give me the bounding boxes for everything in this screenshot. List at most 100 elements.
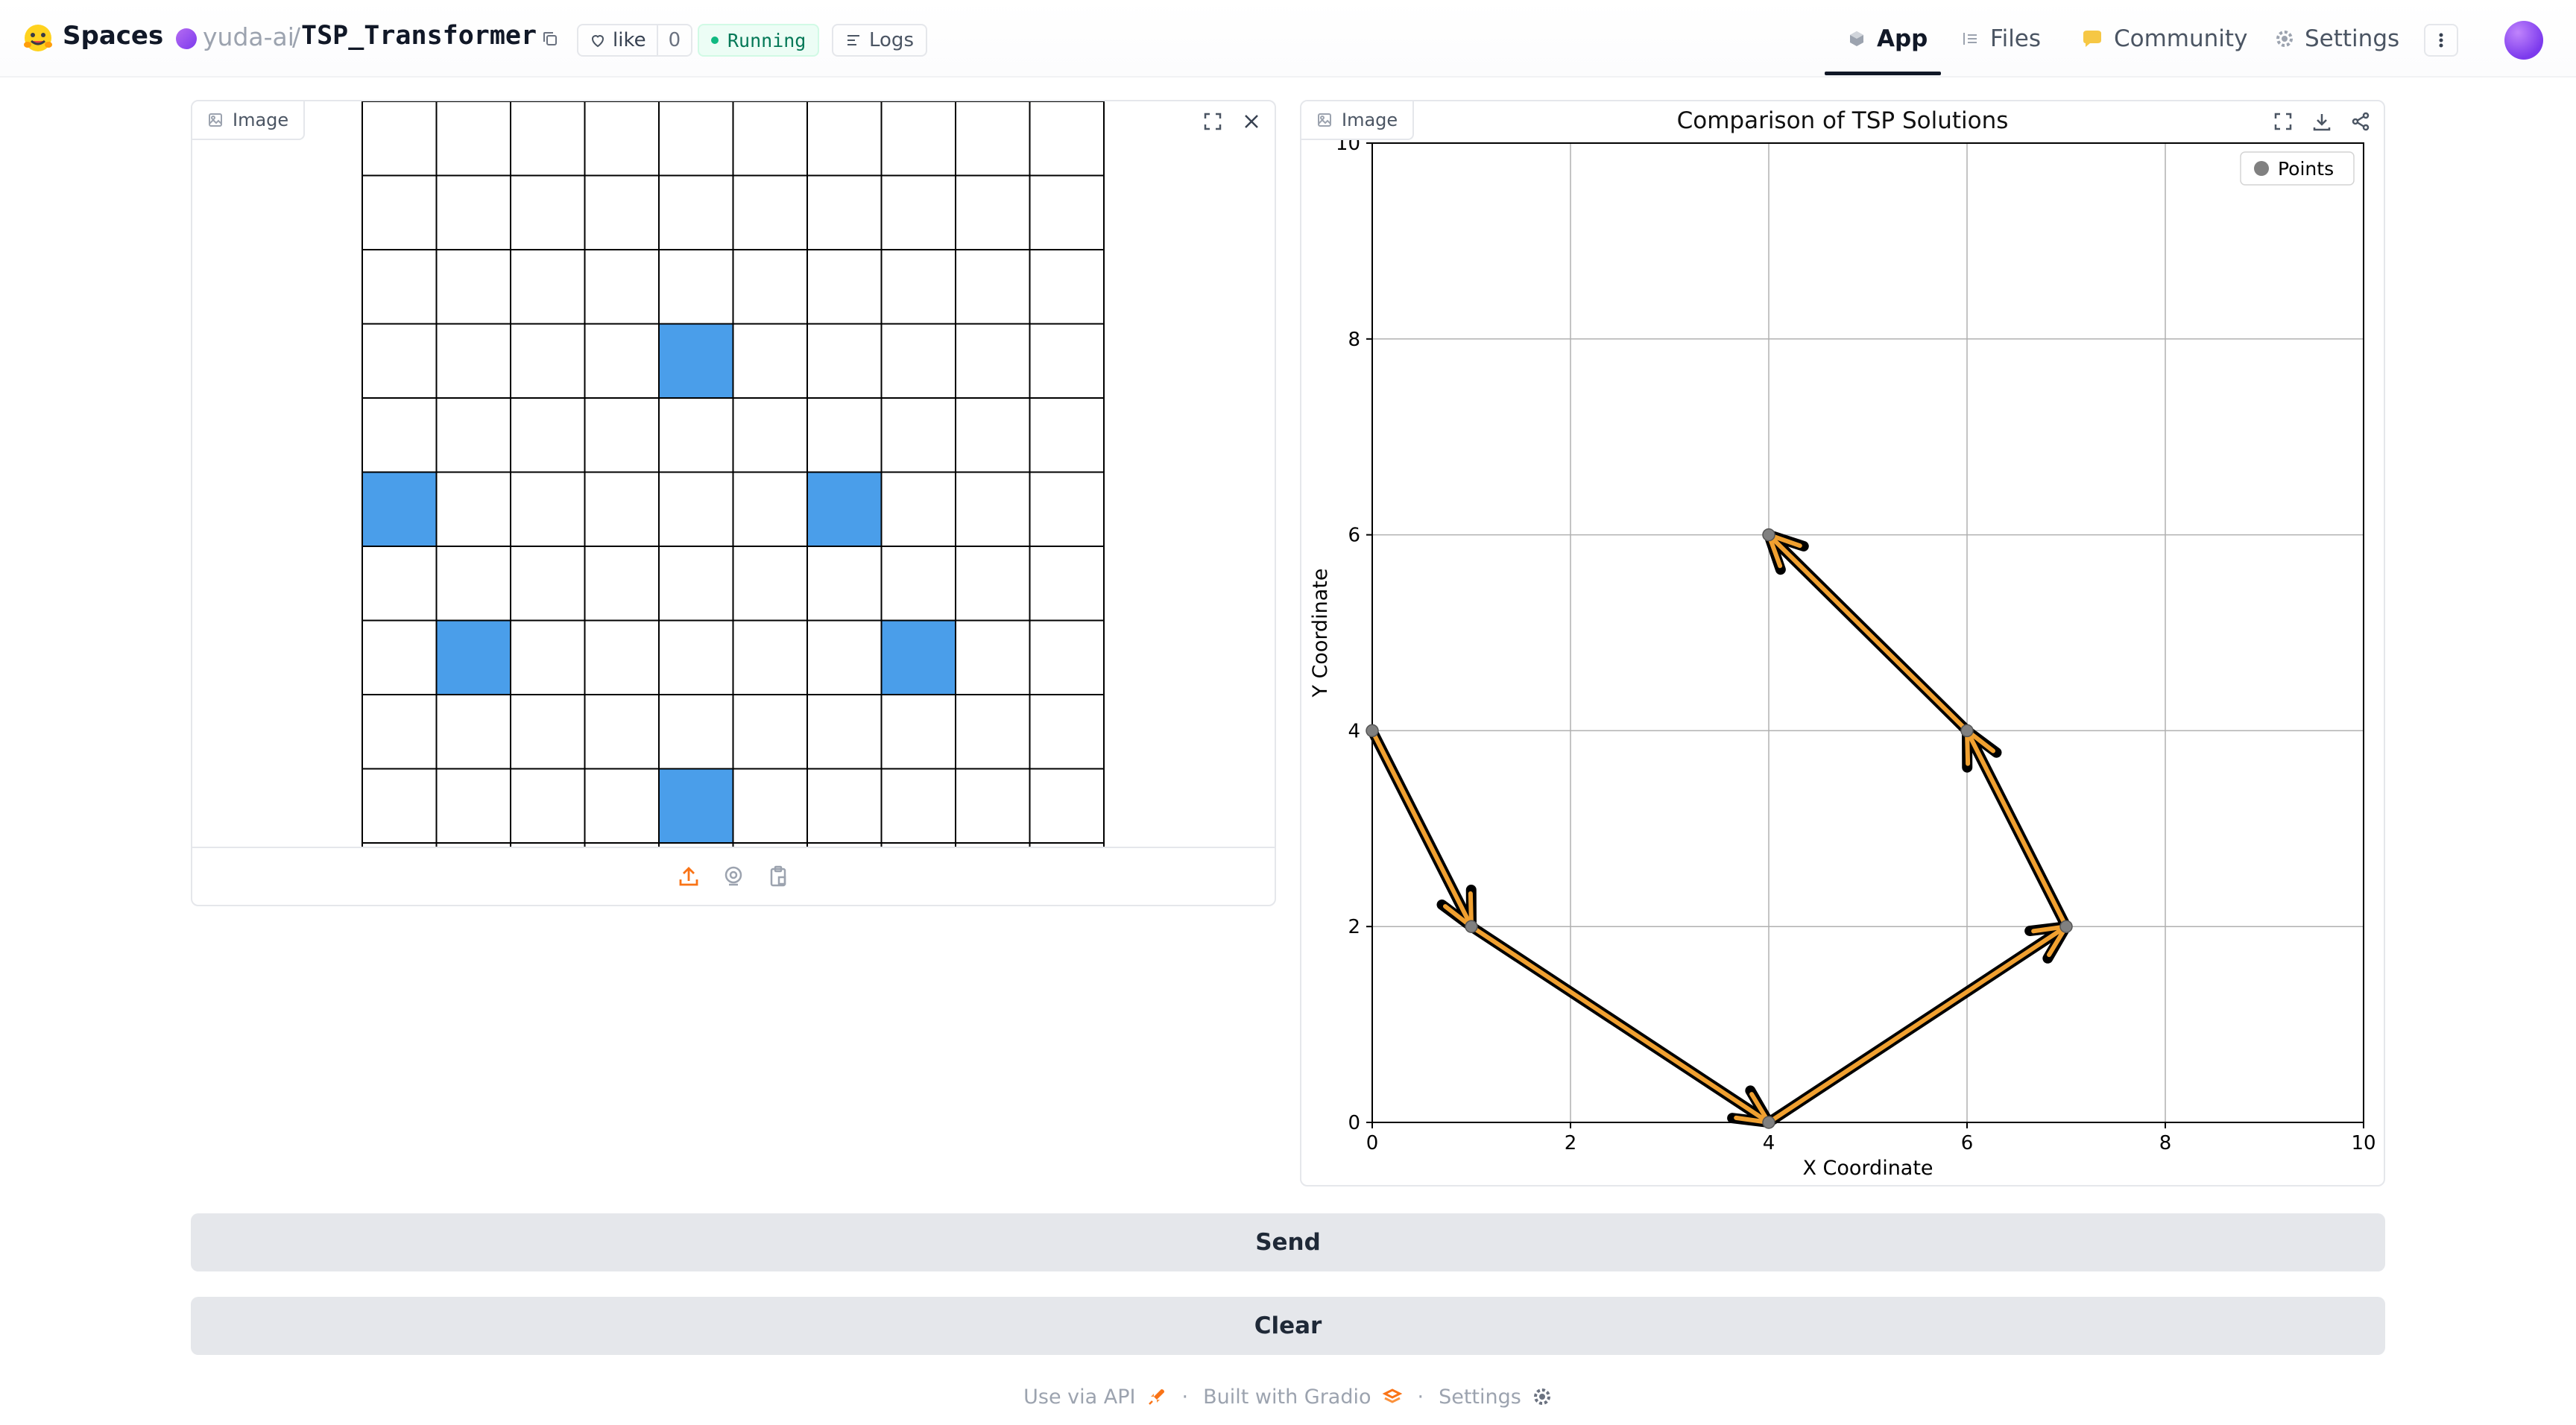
status-badge: Running	[698, 24, 820, 57]
spaces-link[interactable]: Spaces	[63, 21, 164, 51]
close-icon	[1245, 115, 1258, 128]
highlighted-cell	[659, 768, 733, 843]
data-point	[1762, 528, 1775, 542]
owner-avatar	[176, 28, 197, 49]
status-dot-icon	[711, 37, 719, 44]
gear-icon	[1532, 1386, 1553, 1407]
repo-link[interactable]: TSP_Transformer	[301, 21, 537, 51]
rocket-icon	[1146, 1386, 1167, 1407]
x-tick-label: 8	[2159, 1132, 2172, 1154]
x-tick-label: 2	[1565, 1132, 1577, 1154]
route-arrow-segment	[1965, 728, 2068, 929]
top-header: Spaces yuda-ai / TSP_Transformer like 0 …	[0, 0, 2576, 78]
output-image-panel: 0 2 4 6 8 10 0 2 4 6 8 10 X Coordinate Y Coordinate Po…	[1300, 100, 2385, 1187]
y-tick-label: 4	[1348, 720, 1360, 742]
copy-icon[interactable]	[541, 30, 559, 48]
y-tick-label: 8	[1348, 329, 1360, 351]
footer-separator: ·	[1181, 1385, 1189, 1409]
paste-clipboard-button[interactable]	[764, 862, 792, 891]
highlighted-cell	[362, 472, 437, 546]
upload-icon	[679, 867, 698, 886]
input-image-tools	[1199, 107, 1266, 136]
tab-community[interactable]: Community	[2081, 21, 2247, 57]
clipboard-icon	[770, 865, 786, 887]
x-tick-label: 6	[1961, 1132, 1974, 1154]
webcam-icon	[724, 866, 742, 886]
tab-settings-label: Settings	[2305, 25, 2400, 52]
download-icon	[2313, 114, 2331, 131]
image-source-toolbar	[192, 847, 1275, 905]
x-tick-label: 4	[1763, 1132, 1775, 1154]
route-arrow-segment	[1370, 728, 1474, 929]
path-separator: /	[292, 22, 301, 51]
y-tick-label: 2	[1348, 916, 1360, 938]
gradio-logo-icon	[1382, 1386, 1403, 1407]
download-button[interactable]	[2308, 107, 2336, 136]
x-axis-label: X Coordinate	[1802, 1157, 1933, 1180]
fullscreen-button[interactable]	[2269, 107, 2297, 136]
more-options-button[interactable]	[2424, 24, 2458, 57]
cube-icon	[1850, 31, 1863, 46]
footer-settings-link[interactable]: Settings	[1439, 1385, 1521, 1409]
use-via-api-link[interactable]: Use via API	[1023, 1385, 1136, 1409]
legend-frame	[2240, 151, 2355, 186]
share-icon	[2352, 112, 2370, 131]
hugging-face-logo-icon[interactable]	[22, 22, 54, 54]
tab-files[interactable]: Files	[1960, 21, 2041, 57]
image-icon	[1318, 113, 1331, 127]
y-axis-label: Y Coordinate	[1309, 568, 1332, 698]
input-image-label-text: Image	[233, 110, 289, 130]
route-arrow-segment	[1767, 924, 2068, 1125]
clear-image-button[interactable]	[1237, 107, 1266, 136]
data-point	[1366, 724, 1379, 738]
highlighted-cell	[881, 620, 956, 695]
input-image-panel: Image	[191, 100, 1276, 906]
route-arrow-segment	[1469, 924, 1771, 1125]
tab-app[interactable]: App	[1847, 21, 1928, 57]
built-with-gradio-link[interactable]: Built with Gradio	[1203, 1385, 1371, 1409]
footer-separator: ·	[1417, 1385, 1424, 1409]
tab-community-label: Community	[2114, 25, 2248, 52]
input-image-label: Image	[192, 101, 306, 140]
highlighted-cell	[436, 620, 511, 695]
tab-settings[interactable]: Settings	[2275, 21, 2399, 57]
x-tick-label: 10	[2351, 1132, 2375, 1154]
send-button[interactable]: Send	[191, 1213, 2385, 1271]
like-count: 0	[656, 25, 692, 55]
like-label: like	[613, 29, 646, 51]
logs-button[interactable]: Logs	[832, 24, 927, 57]
user-avatar[interactable]	[2504, 21, 2543, 60]
legend-marker	[2254, 161, 2269, 176]
owner-link[interactable]: yuda-ai	[203, 22, 294, 51]
plot-frame	[1371, 142, 2364, 1123]
route-arrow-segment	[1767, 532, 1969, 733]
like-button[interactable]: like 0	[577, 24, 693, 57]
heart-icon	[591, 35, 604, 48]
output-image-label-text: Image	[1342, 110, 1398, 130]
logs-label: Logs	[869, 29, 914, 51]
x-tick-label: 0	[1366, 1132, 1379, 1154]
y-tick-label: 0	[1348, 1112, 1360, 1134]
more-vertical-icon	[2439, 33, 2443, 48]
y-tick-label: 6	[1348, 525, 1360, 547]
input-image-canvas[interactable]	[192, 101, 1275, 847]
status-text: Running	[727, 29, 806, 51]
share-button[interactable]	[2346, 107, 2375, 136]
gear-icon	[2276, 31, 2293, 47]
webcam-button[interactable]	[719, 862, 748, 891]
image-icon	[209, 113, 222, 127]
upload-button[interactable]	[675, 862, 703, 891]
data-point	[1960, 724, 1974, 738]
tab-app-label: App	[1877, 25, 1928, 52]
clear-button[interactable]: Clear	[191, 1297, 2385, 1355]
tab-files-label: Files	[1990, 25, 2042, 52]
fullscreen-button[interactable]	[1199, 107, 1227, 136]
legend-label: Points	[2278, 158, 2334, 180]
output-image-label: Image	[1301, 101, 1415, 140]
files-icon	[1963, 33, 1977, 45]
chart-legend: Points	[2240, 151, 2355, 186]
output-image-tools	[2269, 107, 2375, 136]
highlighted-cell	[659, 323, 733, 398]
active-tab-indicator	[1825, 72, 1941, 75]
